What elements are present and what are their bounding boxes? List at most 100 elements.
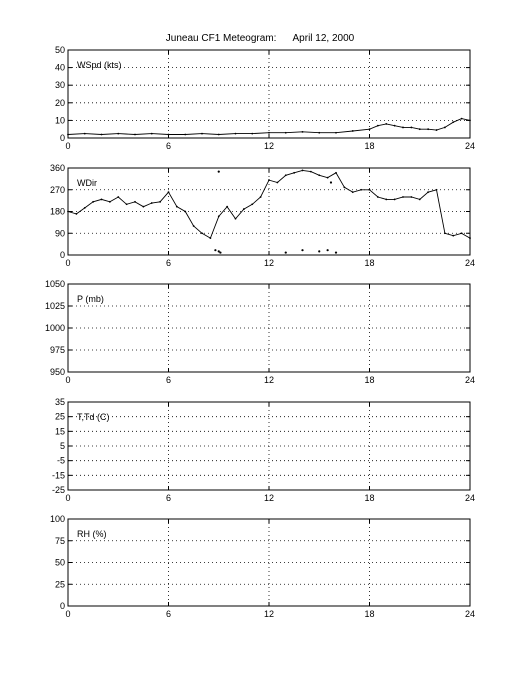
data-point: [393, 124, 396, 127]
x-tick-label: 18: [364, 493, 374, 503]
panel-label: T,Td (C): [77, 412, 110, 422]
data-point: [217, 133, 220, 136]
data-point: [452, 121, 455, 124]
data-point: [134, 200, 136, 203]
data-point: [376, 196, 379, 198]
data-point: [219, 251, 222, 254]
data-point: [443, 126, 446, 129]
data-point: [368, 128, 371, 131]
x-tick-label: 24: [465, 609, 475, 619]
data-point: [83, 206, 86, 209]
data-point: [251, 132, 254, 135]
x-tick-label: 24: [465, 258, 475, 268]
x-tick-label: 0: [65, 609, 70, 619]
data-point: [460, 117, 463, 120]
data-point: [259, 196, 262, 198]
y-tick-label: 20: [55, 98, 65, 108]
data-point: [167, 191, 170, 194]
data-point: [234, 132, 237, 135]
data-point: [318, 131, 321, 134]
wind-speed-panel: 0 6 12 18 24 0 10 20 30 40 50 WSpd (kts): [55, 45, 475, 151]
data-point: [268, 131, 270, 134]
data-point: [418, 128, 421, 131]
x-tick-label: 0: [65, 141, 70, 151]
data-point: [385, 123, 388, 125]
chart-title: Juneau CF1 Meteogram: April 12, 2000: [165, 33, 355, 44]
data-point: [242, 208, 245, 210]
data-point: [92, 200, 95, 203]
x-tick-label: 6: [166, 375, 171, 385]
data-point: [334, 251, 338, 254]
data-point: [326, 176, 329, 179]
data-point: [75, 213, 78, 215]
x-tick-label: 12: [264, 493, 274, 503]
x-tick-label: 24: [465, 141, 475, 151]
data-point: [360, 188, 363, 191]
data-point: [301, 169, 304, 172]
wind-direction-panel: 0 6 12 18 24 0 90 180 270 360 WDir: [50, 163, 475, 268]
y-tick-label: 50: [55, 45, 65, 55]
y-tick-label: 10: [55, 115, 65, 125]
x-tick-label: 0: [65, 375, 70, 385]
data-point: [293, 171, 296, 174]
data-point: [217, 170, 220, 173]
panel-label: WDir: [77, 178, 97, 188]
y-tick-label: 1025: [45, 301, 65, 311]
data-point: [343, 186, 346, 189]
data-point: [150, 202, 153, 204]
y-tick-label: 0: [60, 601, 65, 611]
y-tick-label: 75: [55, 536, 65, 546]
data-point: [268, 179, 270, 181]
y-tick-label: 40: [55, 63, 65, 73]
y-tick-label: 25: [55, 412, 65, 422]
x-tick-label: 0: [65, 493, 70, 503]
data-point: [418, 198, 421, 201]
x-tick-label: 18: [364, 258, 374, 268]
y-tick-label: -25: [52, 485, 65, 495]
data-point: [402, 196, 404, 198]
y-tick-label: 50: [55, 558, 65, 568]
data-point: [410, 126, 413, 129]
data-point: [301, 249, 304, 252]
y-tick-label: 1050: [45, 279, 65, 289]
temperature-dewpoint-panel: 0 6 12 18 24 -25 -15 -5 5 15 25 35 T,Td (C): [52, 397, 475, 503]
data-point: [284, 174, 287, 177]
data-point: [469, 237, 471, 239]
data-point: [443, 232, 446, 235]
data-point: [276, 181, 279, 184]
data-point: [329, 181, 333, 184]
panel-label: RH (%): [77, 529, 107, 539]
y-tick-label: 360: [50, 163, 65, 173]
data-point: [301, 130, 304, 133]
y-tick-label: 975: [50, 345, 65, 355]
data-point: [217, 250, 220, 253]
data-point: [410, 196, 413, 198]
pressure-panel: 0 6 12 18 24 950 975 1000 1025 1050 P (mb): [45, 279, 475, 385]
data-point: [393, 198, 396, 201]
x-tick-label: 18: [364, 609, 374, 619]
y-tick-label: 0: [60, 250, 65, 260]
panel-label: WSpd (kts): [77, 60, 122, 70]
y-tick-label: 90: [55, 228, 65, 238]
data-point: [214, 249, 217, 252]
x-tick-label: 12: [264, 375, 274, 385]
data-point: [175, 205, 178, 208]
data-point: [376, 124, 379, 127]
data-point: [452, 234, 455, 237]
x-tick-label: 6: [166, 258, 171, 268]
y-tick-label: 35: [55, 397, 65, 407]
data-point: [117, 196, 120, 198]
data-point: [100, 133, 103, 136]
data-point: [402, 126, 404, 129]
data-point: [460, 232, 463, 235]
data-point: [335, 131, 337, 134]
y-tick-label: 30: [55, 80, 65, 90]
data-point: [167, 133, 170, 136]
data-point: [192, 225, 195, 227]
data-point: [159, 200, 162, 203]
data-point: [435, 129, 438, 131]
data-point: [326, 249, 329, 252]
data-point: [226, 205, 229, 208]
data-point: [67, 133, 69, 136]
data-point: [309, 170, 312, 173]
